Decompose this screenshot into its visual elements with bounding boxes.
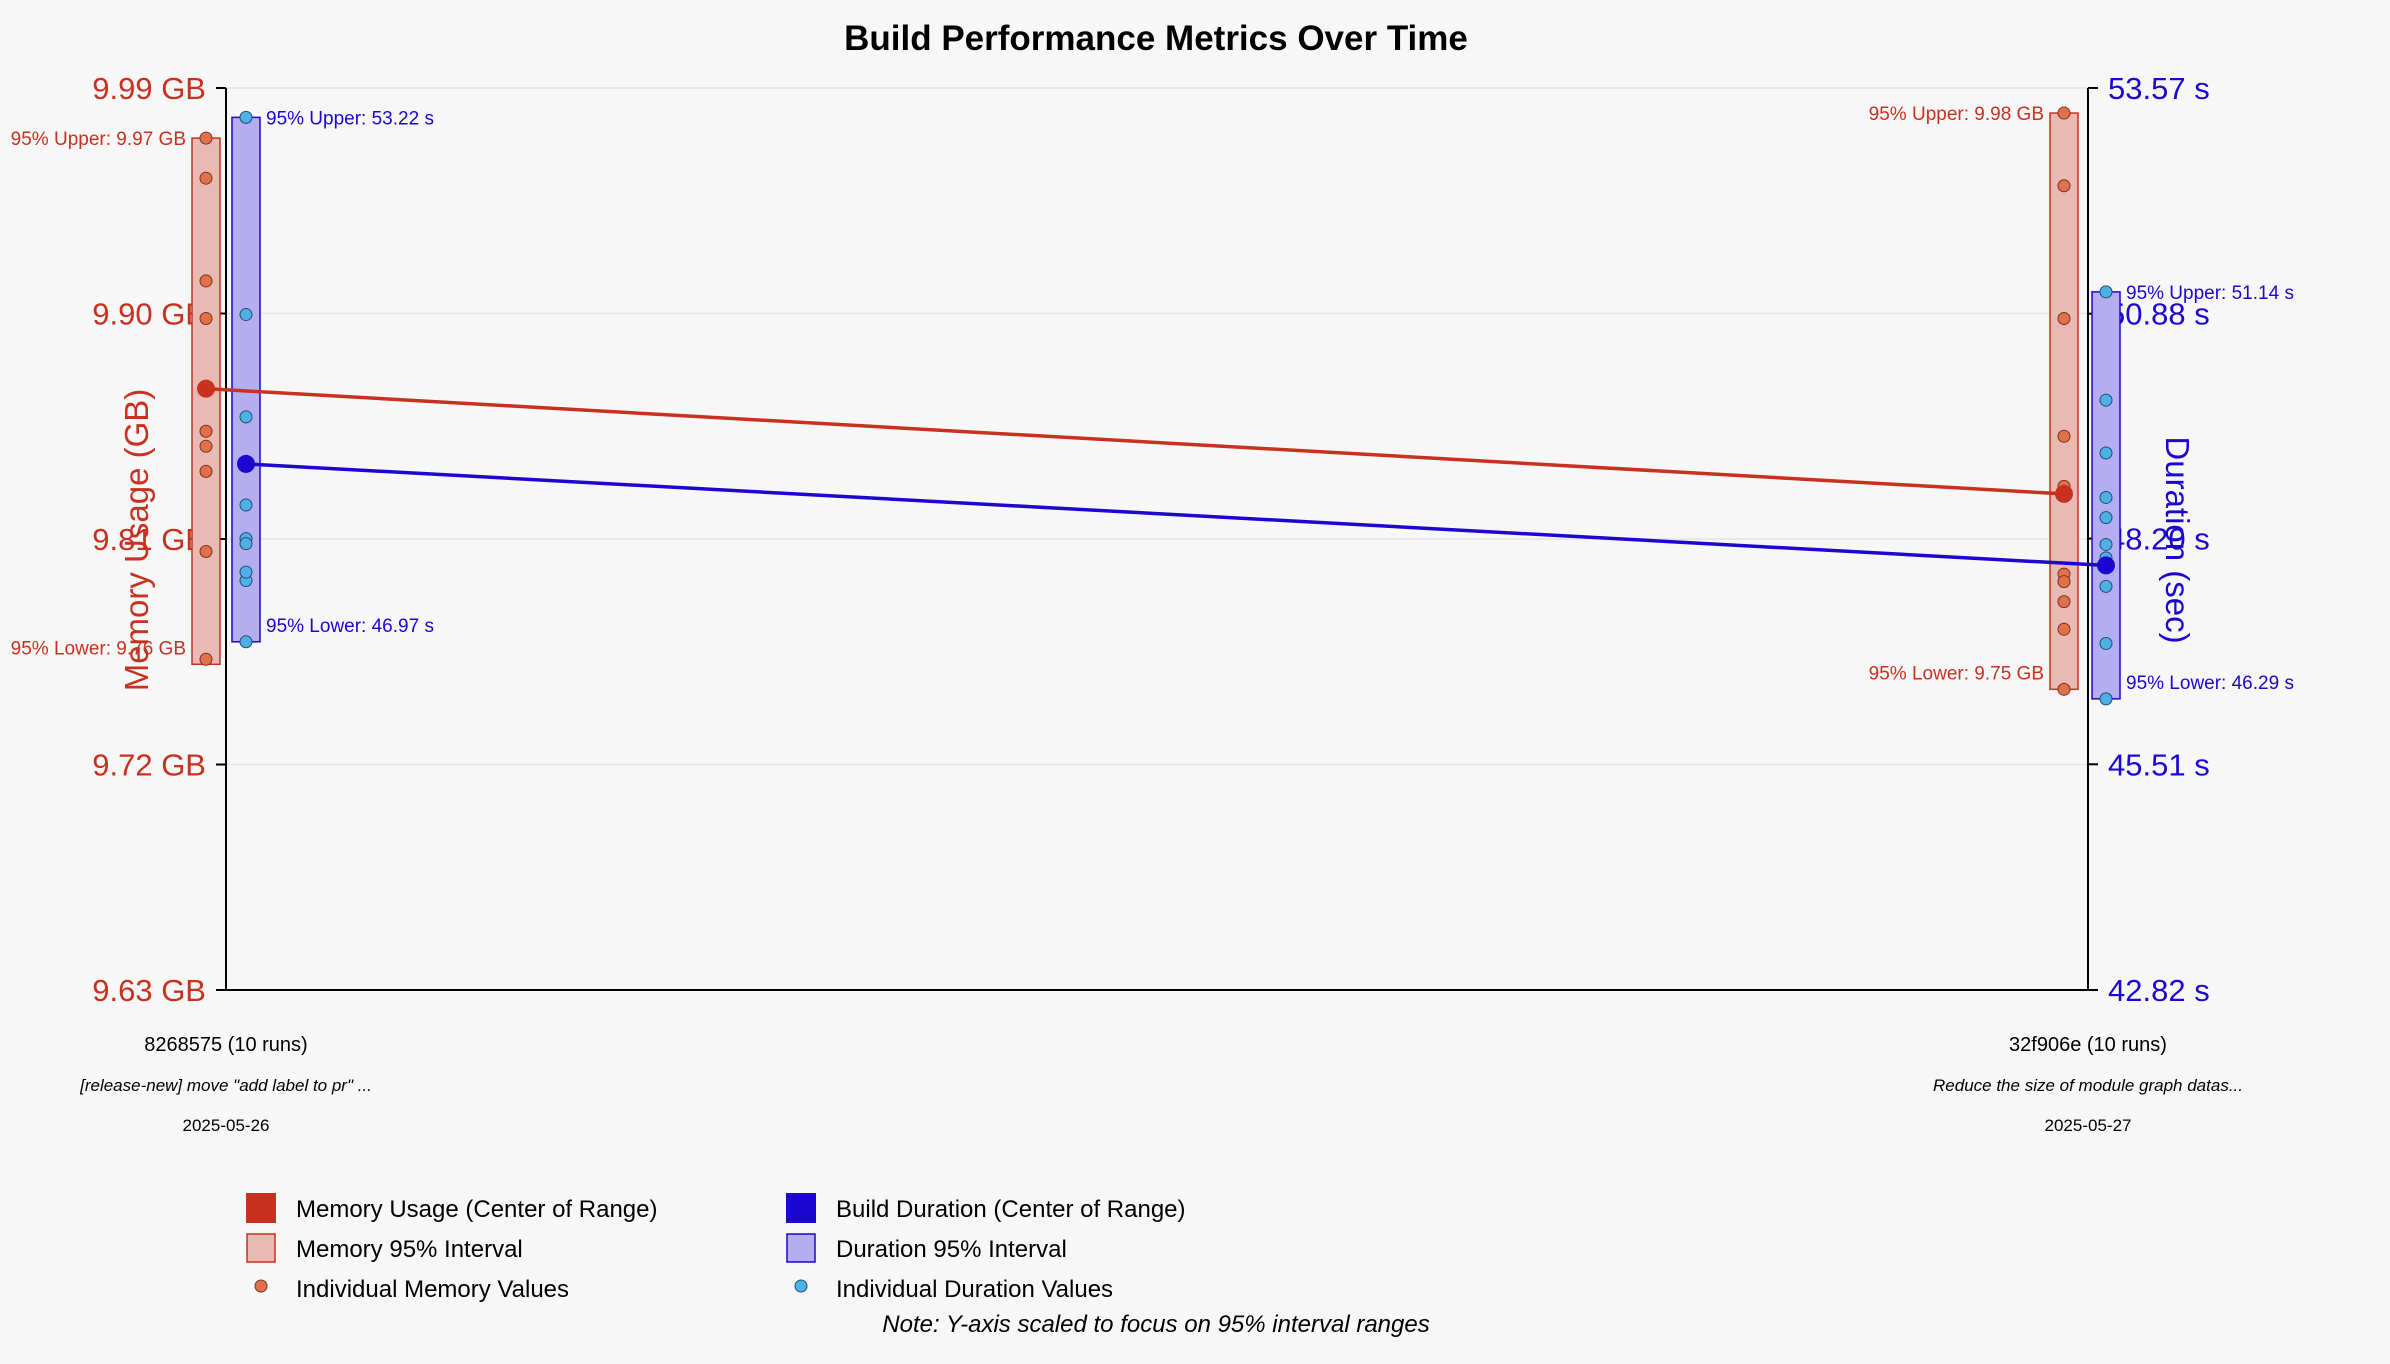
memory-value-point bbox=[2057, 312, 2071, 326]
legend-label: Memory 95% Interval bbox=[296, 1236, 523, 1263]
memory-value-point bbox=[199, 439, 213, 453]
duration-value-point bbox=[2099, 636, 2113, 650]
memory-interval-box bbox=[191, 137, 221, 666]
memory-value-point bbox=[2057, 179, 2071, 193]
duration-value-point bbox=[239, 410, 253, 424]
chart-title: Build Performance Metrics Over Time bbox=[844, 19, 1468, 58]
legend-swatch bbox=[786, 1193, 816, 1223]
duration-lower-label: 95% Lower: 46.97 s bbox=[266, 616, 434, 637]
duration-value-point bbox=[2099, 692, 2113, 706]
duration-center-line bbox=[245, 462, 2107, 568]
duration-interval-box bbox=[231, 116, 261, 643]
x-category-label: 32f906e (10 runs) bbox=[2009, 1034, 2167, 1056]
legend-swatch bbox=[246, 1193, 276, 1223]
duration-value-point bbox=[2099, 511, 2113, 525]
memory-lower-label: 95% Lower: 9.75 GB bbox=[1869, 663, 2044, 684]
legend-label: Individual Memory Values bbox=[296, 1276, 569, 1303]
memory-upper-label: 95% Upper: 9.98 GB bbox=[1869, 104, 2044, 125]
left-tick-label: 9.81 GB bbox=[92, 522, 206, 557]
legend-label: Build Duration (Center of Range) bbox=[836, 1196, 1186, 1223]
legend-label: Memory Usage (Center of Range) bbox=[296, 1196, 657, 1223]
x-category-label: 8268575 (10 runs) bbox=[144, 1034, 307, 1056]
x-category-date: 2025-05-27 bbox=[2045, 1116, 2132, 1135]
memory-value-point bbox=[2057, 106, 2071, 120]
duration-value-point bbox=[239, 308, 253, 322]
memory-value-point bbox=[2057, 575, 2071, 589]
legend-swatch bbox=[786, 1233, 816, 1263]
left-axis-label: Memory Usage (GB) bbox=[118, 389, 155, 692]
memory-value-point bbox=[199, 312, 213, 326]
chart-note: Note: Y-axis scaled to focus on 95% inte… bbox=[882, 1311, 1429, 1338]
duration-upper-label: 95% Upper: 53.22 s bbox=[266, 108, 434, 129]
memory-lower-label: 95% Lower: 9.76 GB bbox=[11, 638, 186, 659]
memory-value-point bbox=[199, 424, 213, 438]
x-category-date: 2025-05-26 bbox=[183, 1116, 270, 1135]
memory-value-point bbox=[199, 464, 213, 478]
duration-lower-label: 95% Lower: 46.29 s bbox=[2126, 673, 2294, 694]
duration-center-point bbox=[237, 454, 255, 473]
plot-area: 9.63 GB 9.72 GB 9.81 GB 9.90 GB 9.99 GB 42.82… bbox=[11, 71, 2294, 1303]
legend-swatch bbox=[246, 1233, 276, 1263]
memory-center-point bbox=[197, 379, 215, 398]
duration-center-point bbox=[2097, 556, 2115, 575]
left-tick-label: 9.63 GB bbox=[92, 973, 206, 1008]
memory-value-point bbox=[2057, 682, 2071, 696]
duration-value-point bbox=[239, 565, 253, 579]
duration-value-point bbox=[239, 498, 253, 512]
right-tick-label: 50.88 s bbox=[2108, 297, 2210, 332]
legend-label: Individual Duration Values bbox=[836, 1276, 1113, 1303]
memory-value-point bbox=[199, 131, 213, 145]
memory-value-point bbox=[199, 274, 213, 288]
left-tick-label: 9.90 GB bbox=[92, 297, 206, 332]
legend-marker bbox=[794, 1279, 808, 1293]
left-tick-label: 9.72 GB bbox=[92, 748, 206, 783]
memory-interval-box bbox=[2049, 112, 2079, 691]
right-tick-label: 45.51 s bbox=[2108, 747, 2210, 782]
duration-value-point bbox=[2099, 393, 2113, 407]
duration-upper-label: 95% Upper: 51.14 s bbox=[2126, 283, 2294, 304]
memory-upper-label: 95% Upper: 9.97 GB bbox=[11, 129, 186, 150]
right-tick-label: 42.82 s bbox=[2108, 973, 2210, 1008]
memory-value-point bbox=[199, 545, 213, 559]
right-tick-label: 53.57 s bbox=[2108, 71, 2210, 106]
duration-value-point bbox=[2099, 490, 2113, 504]
duration-value-point bbox=[2099, 579, 2113, 593]
memory-value-point bbox=[2057, 622, 2071, 636]
memory-center-line bbox=[205, 386, 2065, 496]
right-tick-label: 48.20 s bbox=[2108, 522, 2210, 557]
duration-value-point bbox=[2099, 537, 2113, 551]
memory-value-point bbox=[2057, 595, 2071, 609]
duration-value-point bbox=[239, 635, 253, 649]
right-axis-label: Duration (sec) bbox=[2159, 436, 2196, 643]
x-category-description: [release-new] move "add label to pr" ... bbox=[79, 1076, 372, 1095]
memory-value-point bbox=[199, 171, 213, 185]
memory-value-point bbox=[2057, 429, 2071, 443]
legend-marker bbox=[254, 1279, 268, 1293]
x-category-description: Reduce the size of module graph datas... bbox=[1933, 1076, 2243, 1095]
duration-value-point bbox=[239, 110, 253, 124]
memory-value-point bbox=[199, 652, 213, 666]
duration-value-point bbox=[2099, 285, 2113, 299]
memory-center-point bbox=[2055, 484, 2073, 503]
duration-value-point bbox=[2099, 446, 2113, 460]
left-tick-label: 9.99 GB bbox=[92, 71, 206, 106]
duration-value-point bbox=[239, 537, 253, 551]
legend-label: Duration 95% Interval bbox=[836, 1236, 1067, 1263]
